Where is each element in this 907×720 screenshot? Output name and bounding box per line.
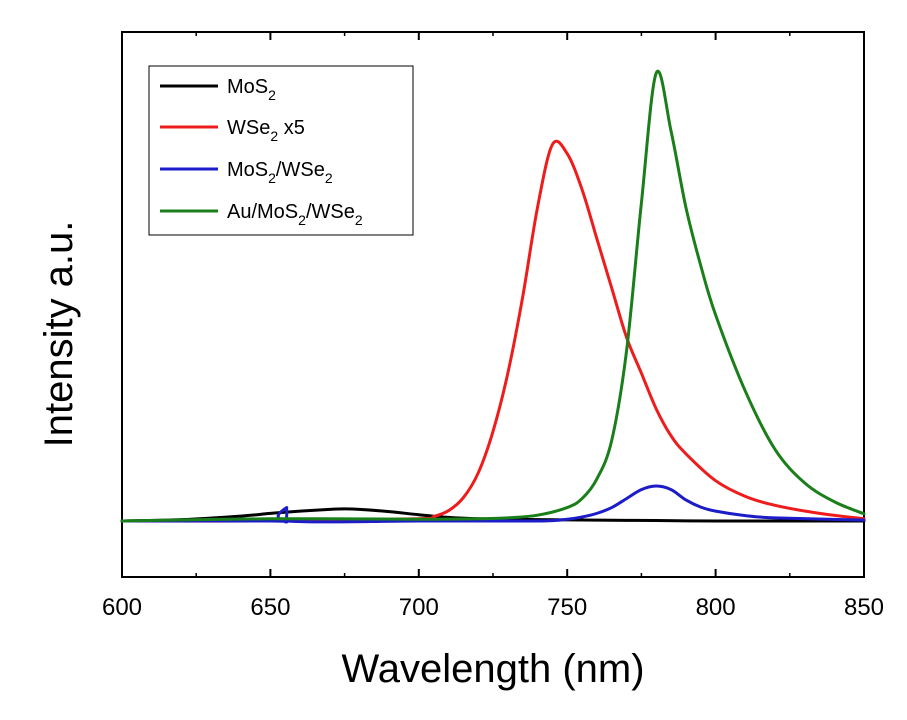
y-axis-title: Intensity a.u. bbox=[37, 221, 81, 448]
legend-box bbox=[148, 65, 414, 236]
series-line-1 bbox=[120, 139, 866, 523]
legend-label-2: MoS2/WSe2 bbox=[227, 159, 333, 186]
series-lines bbox=[120, 69, 866, 524]
legend-label-1: WSe2 x5 bbox=[227, 117, 305, 144]
x-tick-label: 650 bbox=[250, 594, 290, 621]
legend: MoS2 WSe2 x5 MoS2/WSe2 Au/MoS2/WSe2 bbox=[148, 65, 414, 236]
series-line-3 bbox=[120, 69, 866, 523]
x-tick-label: 800 bbox=[696, 594, 736, 621]
legend-label-0: MoS2 bbox=[227, 76, 276, 103]
x-tick-label: 850 bbox=[844, 594, 884, 621]
series-line-0 bbox=[120, 507, 866, 523]
legend-label-3: Au/MoS2/WSe2 bbox=[227, 201, 363, 228]
x-axis-ticks: 600 650 700 750 800 850 bbox=[102, 32, 884, 621]
x-tick-label: 700 bbox=[399, 594, 439, 621]
x-axis-title: Wavelength (nm) bbox=[341, 647, 644, 691]
x-tick-label: 750 bbox=[547, 594, 587, 621]
x-tick-label: 600 bbox=[102, 594, 142, 621]
series-line-2 bbox=[120, 484, 866, 524]
